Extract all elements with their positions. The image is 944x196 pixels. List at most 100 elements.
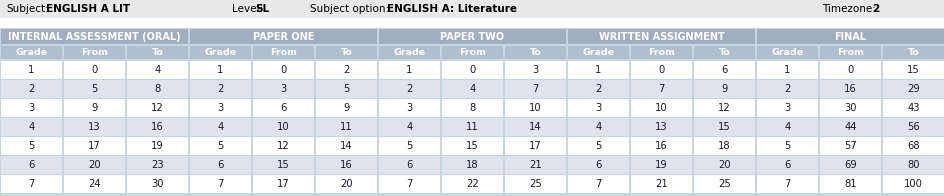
Text: 1: 1 — [406, 64, 413, 74]
Bar — [379, 61, 440, 79]
Text: From: From — [270, 48, 296, 57]
Bar — [1, 175, 62, 193]
Bar — [882, 137, 943, 155]
Text: 57: 57 — [843, 141, 856, 151]
Bar — [379, 137, 440, 155]
Text: Grade: Grade — [582, 48, 614, 57]
Bar — [756, 118, 818, 136]
Text: 12: 12 — [151, 103, 163, 113]
Text: Grade: Grade — [393, 48, 425, 57]
Text: 11: 11 — [465, 122, 479, 132]
Bar — [252, 137, 314, 155]
Bar — [693, 80, 754, 98]
Bar — [379, 80, 440, 98]
Text: 12: 12 — [277, 141, 290, 151]
Bar — [693, 137, 754, 155]
Text: 0: 0 — [92, 64, 97, 74]
Text: From: From — [81, 48, 108, 57]
Text: 68: 68 — [906, 141, 919, 151]
Text: 7: 7 — [658, 84, 664, 94]
Text: 100: 100 — [903, 179, 922, 189]
Bar — [693, 118, 754, 136]
Bar — [0, 18, 944, 28]
Bar — [379, 46, 440, 59]
Text: 21: 21 — [529, 160, 541, 170]
Text: Subject option:: Subject option: — [310, 4, 389, 14]
Bar — [504, 156, 565, 174]
Bar — [504, 46, 565, 59]
Bar — [252, 175, 314, 193]
Bar — [190, 175, 251, 193]
Text: 6: 6 — [720, 64, 727, 74]
Bar — [504, 118, 565, 136]
Text: 16: 16 — [151, 122, 163, 132]
Bar — [818, 175, 881, 193]
Text: 22: 22 — [465, 179, 479, 189]
Bar — [693, 61, 754, 79]
Bar — [126, 175, 188, 193]
Bar — [630, 61, 692, 79]
Text: 3: 3 — [595, 103, 601, 113]
Bar — [630, 46, 692, 59]
Text: 0: 0 — [847, 64, 852, 74]
Bar — [1, 29, 188, 44]
Text: 15: 15 — [906, 64, 919, 74]
Text: 18: 18 — [717, 141, 730, 151]
Bar — [882, 156, 943, 174]
Bar — [441, 99, 503, 117]
Bar — [630, 99, 692, 117]
Text: 20: 20 — [88, 160, 101, 170]
Bar — [882, 99, 943, 117]
Bar — [252, 156, 314, 174]
Text: 10: 10 — [529, 103, 541, 113]
Bar — [630, 80, 692, 98]
Bar — [441, 61, 503, 79]
Text: 2: 2 — [343, 64, 349, 74]
Text: Grade: Grade — [770, 48, 802, 57]
Text: 56: 56 — [906, 122, 919, 132]
Text: 6: 6 — [595, 160, 601, 170]
Bar — [315, 46, 377, 59]
Text: 17: 17 — [88, 141, 101, 151]
Text: PAPER TWO: PAPER TWO — [440, 32, 504, 42]
Text: 5: 5 — [784, 141, 790, 151]
Bar — [441, 118, 503, 136]
Text: 1: 1 — [784, 64, 790, 74]
Bar — [0, 28, 944, 196]
Bar — [126, 137, 188, 155]
Text: 5: 5 — [28, 141, 35, 151]
Bar — [126, 80, 188, 98]
Text: 16: 16 — [654, 141, 667, 151]
Text: 5: 5 — [343, 84, 349, 94]
Text: 18: 18 — [465, 160, 479, 170]
Bar — [190, 137, 251, 155]
Text: FINAL: FINAL — [834, 32, 866, 42]
Text: 3: 3 — [217, 103, 224, 113]
Bar — [818, 137, 881, 155]
Text: From: From — [459, 48, 485, 57]
Text: 20: 20 — [717, 160, 730, 170]
Text: 43: 43 — [906, 103, 919, 113]
Bar — [756, 137, 818, 155]
Bar — [315, 99, 377, 117]
Text: 2: 2 — [871, 4, 878, 14]
Bar — [190, 61, 251, 79]
Bar — [567, 80, 629, 98]
Text: 10: 10 — [654, 103, 667, 113]
Text: 13: 13 — [654, 122, 667, 132]
Bar — [126, 156, 188, 174]
Text: 24: 24 — [88, 179, 101, 189]
Text: 15: 15 — [717, 122, 730, 132]
Bar — [190, 99, 251, 117]
Bar — [630, 175, 692, 193]
Bar — [882, 80, 943, 98]
Bar — [315, 156, 377, 174]
Bar — [252, 99, 314, 117]
Text: 3: 3 — [784, 103, 790, 113]
Text: 2: 2 — [28, 84, 35, 94]
Text: 7: 7 — [531, 84, 538, 94]
Bar — [315, 61, 377, 79]
Text: 4: 4 — [406, 122, 413, 132]
Bar — [190, 156, 251, 174]
Text: 1: 1 — [595, 64, 601, 74]
